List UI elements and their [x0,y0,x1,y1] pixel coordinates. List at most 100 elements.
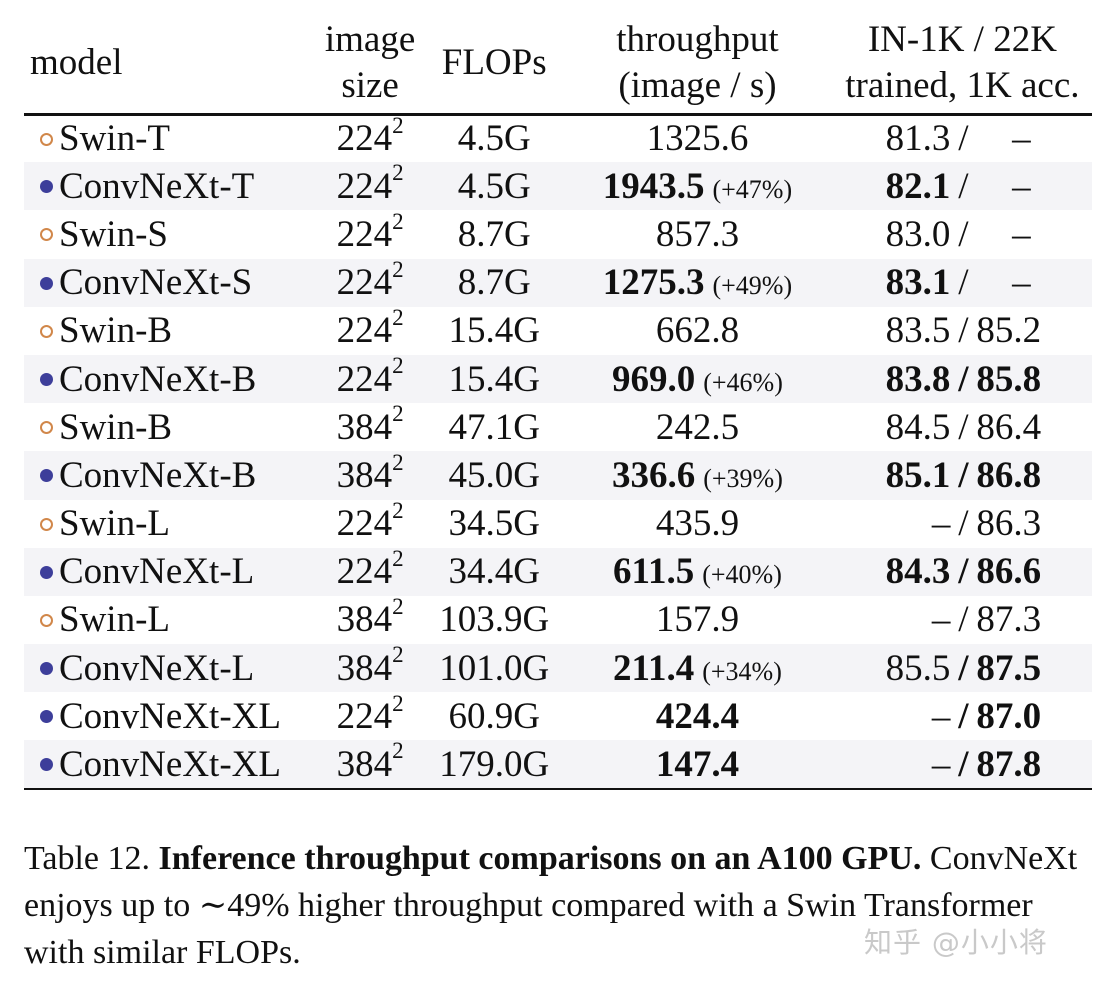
cell-image-size: 2242 [314,114,426,162]
throughput-value: 424.4 [655,695,740,737]
cell-model: Swin-B [24,307,314,355]
image-size-exponent: 2 [392,256,404,282]
throughput-value: 435.9 [655,503,740,545]
model-name: ConvNeXt-L [59,647,255,689]
image-size-exponent: 2 [392,401,404,427]
cell-image-size: 2242 [314,161,426,210]
cell-image-size: 2242 [314,499,426,548]
throughput-table: model image size FLOPs throughput (image… [24,14,1092,790]
accuracy-pair: 81.3/ – [839,120,1086,157]
throughput-value: 242.5 [655,406,740,448]
throughput-value: 611.5 [613,551,695,593]
cell-accuracy: 83.5/85.2 [833,307,1092,355]
throughput-gain: (+46%) [703,367,783,397]
table-row: ConvNeXt-B 2242 15.4G 969.0 (+46%) 83.8/85.8 [24,354,1092,404]
cell-model: Swin-S [24,210,314,258]
throughput-gain: (+47%) [712,174,793,204]
table-caption: Table 12. Inference throughput compariso… [24,835,1084,976]
cell-model: ConvNeXt-B [24,355,314,403]
table-row: Swin-T 2242 4.5G 1325.6 81.3/ – [24,114,1092,162]
in1k-accuracy: 83.1 [885,262,951,304]
cell-image-size: 2242 [314,692,426,740]
cell-image-size: 2242 [314,305,426,355]
table-row: Swin-S 2242 8.7G 857.3 83.0/ – [24,210,1092,258]
throughput-value: 157.9 [655,599,740,641]
model-name: Swin-B [59,310,173,352]
in22k-accuracy: – [1012,118,1031,160]
cell-flops: 34.5G [448,503,540,545]
cell-image-size: 2242 [314,210,426,258]
image-size-exponent: 2 [392,305,404,331]
throughput-gain: (+39%) [703,463,783,493]
caption-body: ConvNeXt enjoys up to ∼49% higher throug… [24,840,1078,971]
cell-flops: 45.0G [448,454,540,496]
image-size-exponent: 2 [392,208,404,234]
caption-title: Inference throughput comparisons on an A… [158,840,922,877]
cell-accuracy: –/87.3 [833,596,1092,644]
table-row: Swin-B 2242 15.4G 662.8 83.5/85.2 [24,305,1092,355]
in1k-accuracy: – [931,695,951,737]
cell-accuracy: 85.1/86.8 [833,451,1092,499]
cell-accuracy: 81.3/ – [833,114,1092,162]
image-size-value: 224 [336,503,393,545]
model-name: ConvNeXt-L [59,551,255,593]
accuracy-separator: / [958,165,969,207]
header-throughput-line1: throughput [616,19,779,60]
in22k-accuracy: 86.6 [976,551,1042,593]
image-size-exponent: 2 [392,738,404,764]
cell-accuracy: 83.0/ – [833,210,1092,258]
accuracy-separator: / [958,743,969,785]
throughput-gain: (+49%) [712,271,793,301]
accuracy-separator: / [958,213,969,255]
in1k-accuracy: 84.5 [885,406,951,448]
filled-circle-icon [40,180,53,194]
table-row: ConvNeXt-T 2242 4.5G 1943.5 (+47%) 82.1/ – [24,161,1092,211]
cell-throughput: 662.8 [562,307,833,355]
cell-throughput: 857.3 [562,210,833,258]
throughput-value: 1325.6 [646,118,749,160]
cell-flops: 15.4G [448,358,540,400]
accuracy-pair: 85.1/86.8 [839,457,1086,494]
cell-accuracy: –/87.0 [833,692,1092,740]
throughput-value: 336.6 [611,454,696,496]
header-accuracy-line1: IN-1K / 22K [867,19,1057,60]
image-size-value: 224 [336,213,393,255]
image-size-exponent: 2 [392,690,404,716]
cell-flops: 4.5G [457,118,531,160]
header-throughput-line2: (image / s) [618,65,777,107]
in22k-accuracy: 86.4 [976,406,1042,448]
cell-model: ConvNeXt-XL [24,692,314,740]
cell-throughput: 611.5 (+40%) [562,548,833,596]
image-size-value: 224 [336,165,393,207]
image-size-value: 384 [336,454,393,496]
model-name: ConvNeXt-S [59,262,253,304]
accuracy-pair: 85.5/87.5 [839,650,1086,687]
header-accuracy: IN-1K / 22K trained, 1K acc. [832,14,1092,116]
in22k-accuracy: 85.8 [976,358,1042,400]
header-model: model [24,14,314,116]
table-body: Swin-T 2242 4.5G 1325.6 81.3/– ConvNeXt-T 2242… [24,114,1092,790]
throughput-value: 1943.5 [602,165,705,207]
image-size-value: 224 [336,262,393,304]
header-throughput: throughput (image / s) [562,14,833,116]
image-size-value: 224 [336,695,393,737]
image-size-value: 384 [336,743,393,785]
accuracy-pair: 83.8/85.8 [839,361,1086,398]
cell-model: ConvNeXt-B [24,451,314,499]
table-row: ConvNeXt-XL 3842 179.0G 147.4–/87.8 [24,738,1092,790]
cell-throughput: 242.5 [562,403,833,451]
cell-flops: 179.0G [426,740,563,790]
image-size-exponent: 2 [392,449,404,475]
image-size-exponent: 2 [392,642,404,668]
filled-circle-icon [40,710,53,724]
image-size-value: 384 [336,406,393,448]
filled-circle-icon [40,469,53,483]
cell-model: ConvNeXt-XL [24,740,314,790]
table-row: Swin-B 3842 47.1G 242.5 84.5/86.4 [24,401,1092,451]
in22k-accuracy: 87.8 [976,743,1042,785]
table-header-row: model image size FLOPs throughput (image… [24,14,1092,116]
cell-image-size: 2242 [314,547,426,596]
cell-image-size: 2242 [314,256,426,307]
cell-throughput: 157.9 [562,596,833,644]
